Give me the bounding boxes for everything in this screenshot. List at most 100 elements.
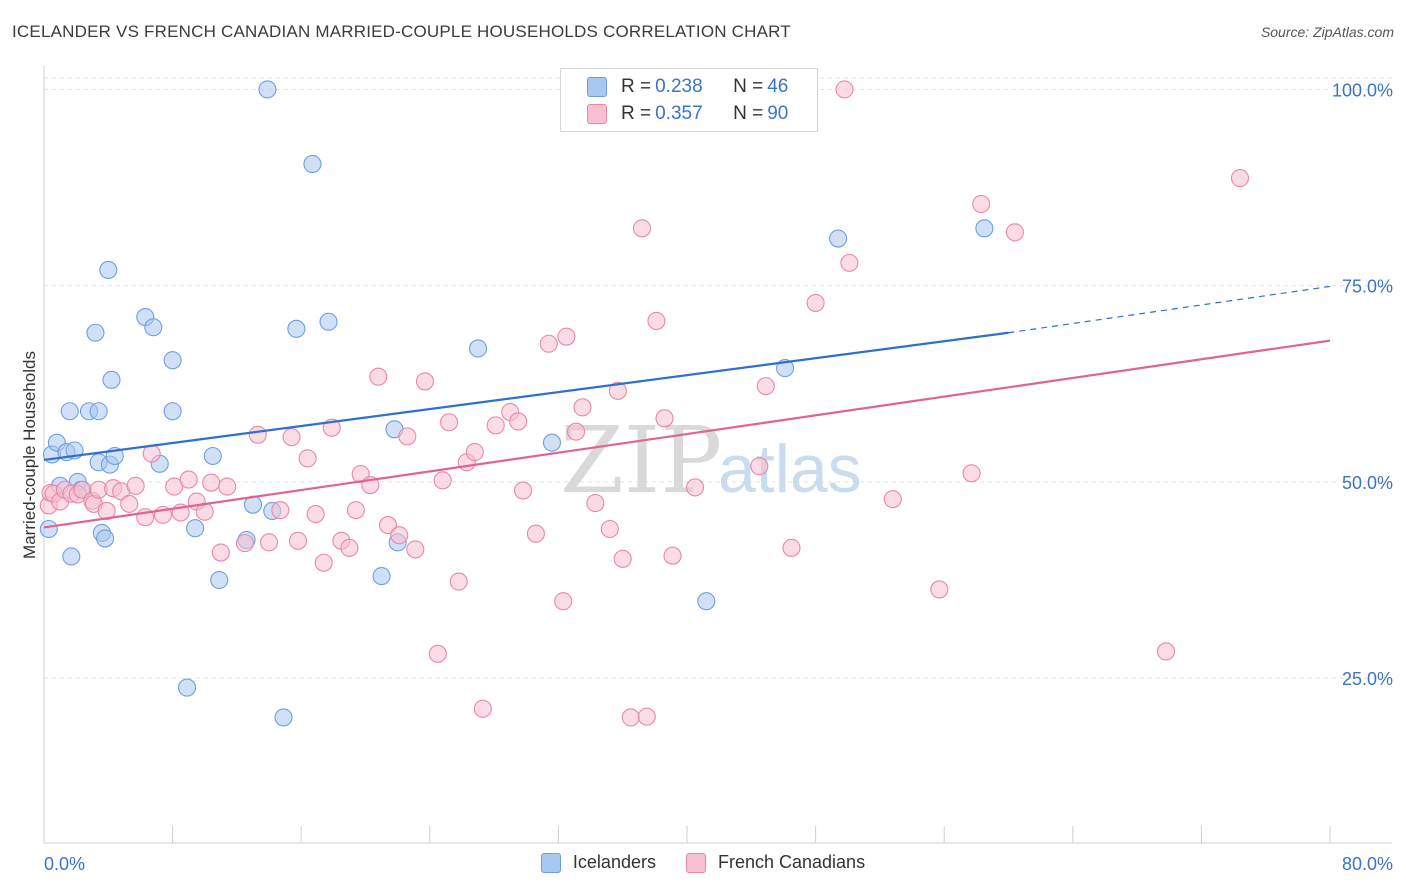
grid-lines <box>44 77 1392 679</box>
data-point <box>398 427 417 446</box>
data-point <box>756 377 775 396</box>
data-point <box>632 219 652 238</box>
data-point <box>440 413 459 432</box>
legend: R = 0.238 N = 46 R = 0.357 N = 90 <box>560 68 818 132</box>
data-point <box>637 707 656 726</box>
data-point <box>210 570 229 590</box>
data-point <box>975 219 994 238</box>
data-point <box>319 312 338 331</box>
data-point <box>433 471 452 490</box>
legend-n-label: N = <box>733 103 764 124</box>
data-point <box>378 516 398 535</box>
data-point <box>390 526 409 545</box>
data-point <box>102 370 121 389</box>
bottom-legend-icelanders[interactable]: Icelanders <box>540 852 656 873</box>
data-point <box>962 464 981 483</box>
bottom-legend-label: French Canadians <box>717 852 866 872</box>
data-point <box>415 372 435 391</box>
legend-swatch-french-canadians <box>587 104 607 124</box>
data-point <box>99 260 118 280</box>
data-point <box>972 194 991 214</box>
bottom-legend-label: Icelanders <box>572 852 656 872</box>
data-point <box>428 644 447 663</box>
data-point <box>96 529 115 548</box>
data-point <box>211 543 230 562</box>
x-tick-label-min: 0.0% <box>44 854 85 874</box>
data-point <box>613 549 632 568</box>
data-point <box>557 327 576 346</box>
data-point <box>287 319 306 338</box>
data-point <box>186 519 205 538</box>
data-point <box>142 444 161 463</box>
data-point <box>542 433 562 452</box>
data-point <box>39 519 58 539</box>
data-point <box>178 678 197 697</box>
data-point <box>750 457 769 476</box>
data-point <box>235 534 254 553</box>
data-point <box>567 422 586 441</box>
trend-line-1 <box>43 339 1331 529</box>
data-point <box>303 154 322 174</box>
data-point <box>600 519 619 539</box>
data-point <box>369 367 388 386</box>
data-point <box>840 253 859 272</box>
legend-row-french-canadians: R = 0.357 N = 90 <box>587 101 788 127</box>
trend-lines <box>43 285 1331 529</box>
data-point <box>298 449 317 468</box>
data-point <box>835 80 854 99</box>
watermark-zip: ZIP <box>560 407 722 514</box>
data-point <box>468 339 488 358</box>
x-tick-label-max: 80.0% <box>1342 854 1393 874</box>
bottom-legend-swatch-icelanders <box>540 852 561 873</box>
data-point <box>120 494 139 513</box>
y-axis-title: Married-couple Households <box>20 351 39 559</box>
data-point <box>259 533 279 552</box>
data-point <box>526 524 545 543</box>
data-point <box>449 572 468 591</box>
data-point <box>685 478 705 497</box>
data-point <box>806 293 825 312</box>
bottom-legend: Icelanders French Canadians <box>0 852 1406 873</box>
y-tick-label: 100.0% <box>1332 80 1393 100</box>
data-point <box>306 505 325 524</box>
y-tick-label: 75.0% <box>1342 277 1393 297</box>
data-point <box>782 538 801 557</box>
data-point <box>573 398 592 417</box>
watermark: ZIP atlas <box>560 407 862 514</box>
data-point <box>340 538 359 557</box>
data-point <box>663 546 682 565</box>
data-point <box>346 501 365 520</box>
data-point <box>1230 169 1250 188</box>
data-point <box>60 402 79 421</box>
data-point <box>1156 642 1176 661</box>
data-point <box>647 311 666 331</box>
data-point <box>163 351 182 370</box>
source-label: Source: ZipAtlas.com <box>1260 24 1394 40</box>
data-point <box>621 708 640 727</box>
bottom-legend-french-canadians[interactable]: French Canadians <box>685 852 866 873</box>
data-point <box>202 473 221 492</box>
chart-title: ICELANDER VS FRENCH CANADIAN MARRIED-COU… <box>12 22 791 41</box>
y-tick-label: 25.0% <box>1342 669 1393 689</box>
data-point <box>513 481 533 500</box>
legend-swatch-icelanders <box>587 77 607 97</box>
data-point <box>930 580 949 599</box>
data-point <box>86 323 105 342</box>
data-point <box>271 501 290 520</box>
data-point <box>165 477 184 496</box>
series-icelanders <box>39 80 994 727</box>
watermark-atlas: atlas <box>718 431 862 507</box>
series-french-canadians <box>39 80 1250 727</box>
data-point <box>465 443 484 462</box>
data-point <box>218 477 237 496</box>
data-point <box>248 425 267 444</box>
trend-line-extension-0 <box>1008 285 1331 334</box>
trend-line-0 <box>43 331 1009 462</box>
legend-n-value: 90 <box>767 103 789 124</box>
data-point <box>883 490 902 509</box>
data-point <box>288 531 308 550</box>
legend-r-value: 0.357 <box>655 103 703 124</box>
data-point <box>179 470 198 489</box>
y-tick-label: 50.0% <box>1342 473 1393 493</box>
